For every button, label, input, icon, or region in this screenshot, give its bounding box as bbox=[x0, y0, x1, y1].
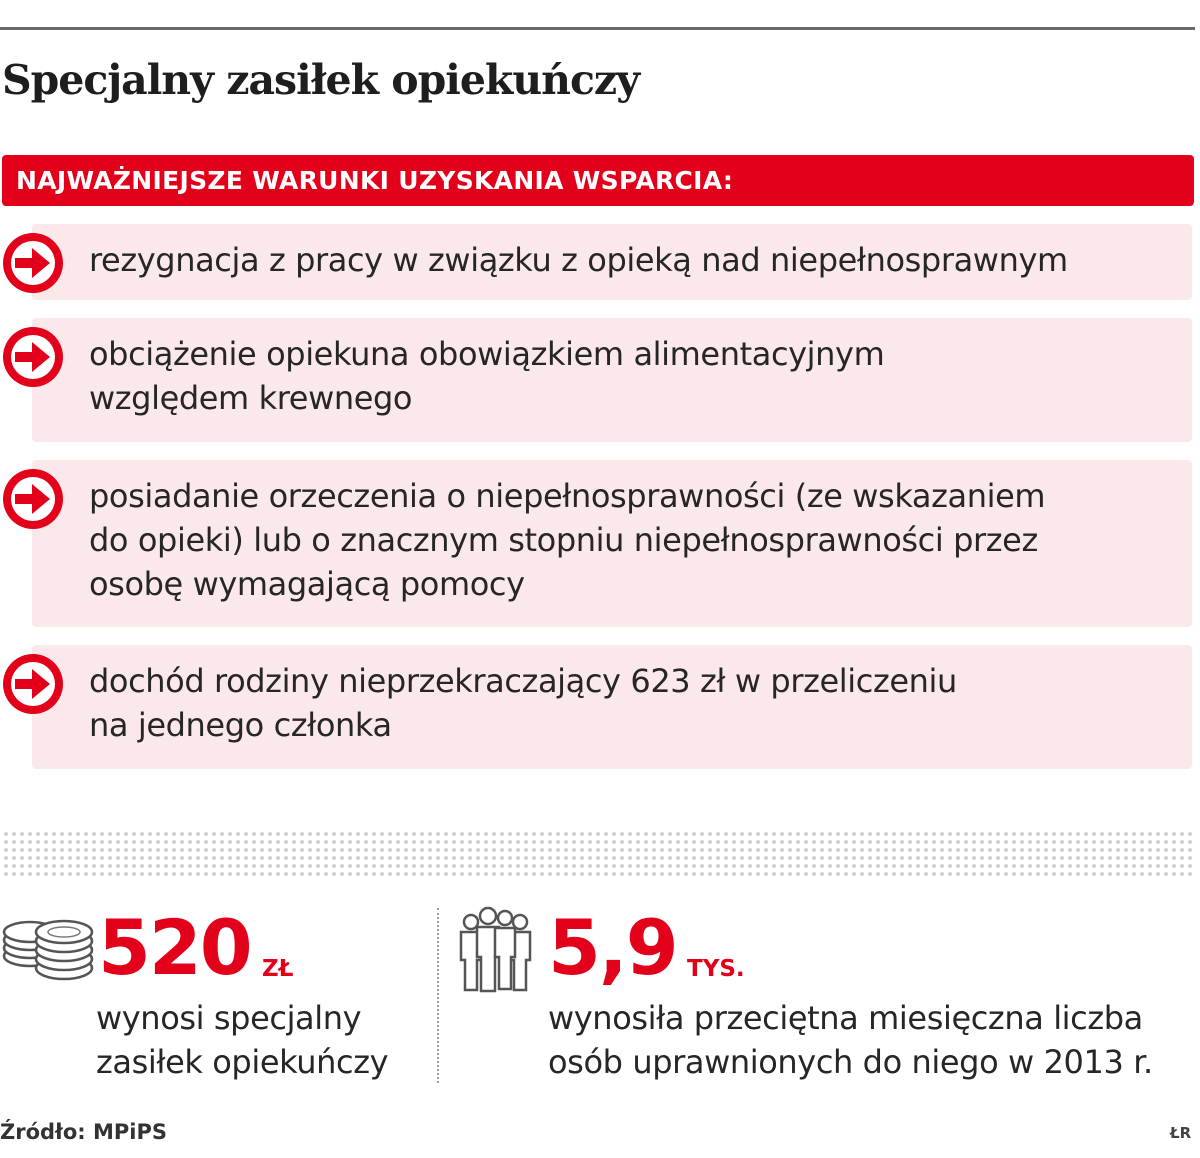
stat-value-recipients: 5,9 bbox=[548, 903, 679, 992]
dotted-divider bbox=[2, 830, 1194, 880]
stats-separator bbox=[437, 908, 439, 1083]
conditions-banner: NAJWAŻNIEJSZE WARUNKI UZYSKANIA WSPARCIA… bbox=[2, 155, 1194, 206]
condition-item-3: posiadanie orzeczenia o niepełnosprawnoś… bbox=[3, 460, 1192, 627]
stat-description-recipients: wynosiła przeciętna miesięczna liczba os… bbox=[548, 999, 1153, 1081]
arrow-icon bbox=[3, 654, 63, 714]
arrow-icon bbox=[3, 233, 63, 293]
coins-icon bbox=[2, 919, 94, 981]
stat-description-benefit: wynosi specjalny zasiłek opiekuńczy bbox=[96, 999, 389, 1081]
condition-item-1: rezygnacja z pracy w związku z opieką na… bbox=[3, 224, 1192, 300]
top-rule bbox=[0, 27, 1195, 30]
source-note: Źródło: MPiPS bbox=[0, 1120, 167, 1144]
banner-label: NAJWAŻNIEJSZE WARUNKI UZYSKANIA WSPARCIA… bbox=[16, 166, 734, 195]
condition-text: obciążenie opiekuna obowiązkiem alimenta… bbox=[89, 335, 885, 417]
condition-text: rezygnacja z pracy w związku z opieką na… bbox=[89, 241, 1068, 279]
people-icon bbox=[459, 906, 532, 993]
arrow-icon bbox=[3, 469, 63, 529]
author-credit: ŁR bbox=[1170, 1124, 1192, 1142]
condition-text: dochód rodziny nieprzekraczający 623 zł … bbox=[89, 662, 957, 744]
stat-value-benefit: 520 bbox=[98, 903, 253, 992]
condition-item-4: dochód rodziny nieprzekraczający 623 zł … bbox=[3, 645, 1192, 769]
stat-unit-recipients: TYS. bbox=[687, 956, 745, 982]
condition-item-2: obciążenie opiekuna obowiązkiem alimenta… bbox=[3, 318, 1192, 442]
arrow-icon bbox=[3, 327, 63, 387]
stat-unit-benefit: ZŁ bbox=[262, 956, 294, 982]
condition-text: posiadanie orzeczenia o niepełnosprawnoś… bbox=[89, 477, 1046, 603]
infographic-title: Specjalny zasiłek opiekuńczy bbox=[2, 56, 640, 104]
